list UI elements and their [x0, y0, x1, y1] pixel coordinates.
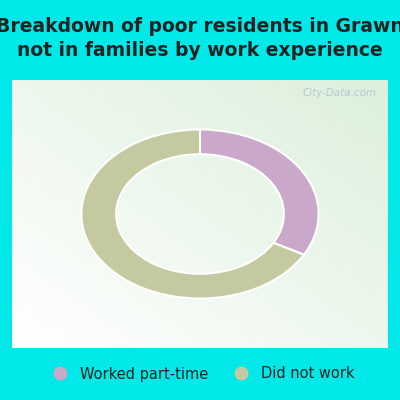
Wedge shape [200, 130, 318, 255]
Legend: Worked part-time, Did not work: Worked part-time, Did not work [40, 361, 360, 387]
Wedge shape [82, 130, 304, 298]
Text: Breakdown of poor residents in Grawn
not in families by work experience: Breakdown of poor residents in Grawn not… [0, 17, 400, 60]
Text: City-Data.com: City-Data.com [302, 88, 377, 98]
